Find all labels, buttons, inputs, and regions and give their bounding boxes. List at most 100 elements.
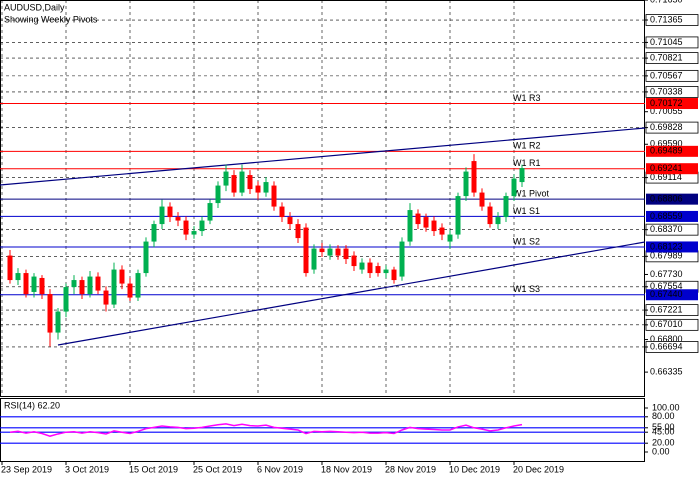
candle-body [439, 227, 445, 235]
candle-body [167, 206, 173, 218]
candle-body [23, 273, 29, 295]
candle-body [191, 231, 197, 235]
y-tick-label: 0.69828 [650, 122, 683, 132]
candle-body [79, 280, 85, 295]
candle-body [407, 210, 413, 242]
y-tick-label: 0.71650 [650, 0, 683, 4]
main-plot: W1 R3 W1 R2 W1 R1 W1 Pivot W1 S1 W1 S2 W1 S3 [0, 0, 645, 395]
trend-line [0, 127, 645, 186]
trend-line [57, 241, 645, 346]
rsi-line [9, 423, 523, 437]
candle-body [271, 185, 277, 207]
candle-body [375, 266, 381, 274]
pivot-price-label: 0.68123 [650, 241, 683, 251]
pivot-price-label: 0.68806 [650, 194, 683, 204]
candle-body [471, 161, 477, 193]
candle-body [55, 311, 61, 333]
candle-body [287, 217, 293, 225]
candle-body [207, 203, 213, 221]
candle-body [255, 185, 261, 193]
pivot-name: W1 R3 [513, 93, 541, 103]
candle-body [503, 196, 509, 218]
x-tick-label: 10 Dec 2019 [449, 464, 500, 474]
candle-body [463, 171, 469, 197]
pivot-price-label: 0.69489 [650, 146, 683, 156]
x-tick-label: 3 Oct 2019 [65, 464, 109, 474]
pivot-price-box [646, 98, 698, 110]
candle-body [519, 168, 525, 183]
y-tick-label: 0.70567 [650, 70, 683, 80]
y-tick-label: 0.69590 [650, 139, 683, 149]
candle-body [247, 175, 253, 190]
rsi-tick-label: 80.00 [652, 411, 675, 421]
candle-body [279, 206, 285, 218]
rsi-plot [0, 416, 645, 444]
rsi-title: RSI(14) 62.20 [4, 400, 60, 410]
rsi-tick-label: 100.00 [652, 402, 680, 412]
candle-body [223, 171, 229, 186]
y-tick-label: 0.70338 [650, 86, 683, 96]
chart-title: AUDUSD,Daily [4, 2, 65, 12]
y-tick-label: 0.66800 [650, 334, 683, 344]
y-tick-label: 0.67730 [650, 269, 683, 279]
candle-body [87, 276, 93, 295]
y-tick-label: 0.67554 [650, 281, 683, 291]
candle-body [239, 171, 245, 193]
candle-body [455, 196, 461, 235]
candle-body [447, 234, 453, 242]
pivot-name: W1 S2 [513, 236, 540, 246]
y-tick-label: 0.71365 [650, 14, 683, 24]
candle-body [495, 217, 501, 225]
candle-body [487, 206, 493, 225]
pivot-price-label: 0.70172 [650, 98, 683, 108]
candle-body [159, 206, 165, 225]
candle-body [431, 220, 437, 232]
candle-body [15, 273, 21, 281]
candle-body [383, 269, 389, 274]
candle-body [319, 248, 325, 253]
y-tick-label: 0.71045 [650, 37, 683, 47]
candle-body [295, 224, 301, 239]
y-tick-label: 0.67221 [650, 304, 683, 314]
candle-body [127, 283, 133, 298]
rsi-tick-label: 0.00 [652, 446, 670, 456]
candle-body [151, 224, 157, 242]
x-tick-label: 18 Nov 2019 [321, 464, 372, 474]
candle-body [95, 276, 101, 291]
y-tick-label: 0.70821 [650, 52, 683, 62]
rsi-panel [0, 398, 645, 462]
pivot-price-box [646, 289, 698, 301]
candle-body [351, 255, 357, 267]
candle-body [343, 248, 349, 260]
y-tick-label: 0.66694 [650, 341, 683, 351]
candle-body [135, 273, 141, 298]
y-tick-label: 0.66335 [650, 366, 683, 376]
candle-body [111, 269, 117, 305]
x-tick-label: 20 Dec 2019 [513, 464, 564, 474]
candle-body [335, 248, 341, 256]
candle-body [359, 262, 365, 270]
y-tick-label: 0.69114 [650, 172, 682, 182]
candle-body [175, 217, 181, 221]
pivot-price-box [646, 163, 698, 175]
candle-body [263, 182, 269, 193]
y-tick-label: 0.67010 [650, 319, 683, 329]
candle-body [399, 241, 405, 277]
pivot-price-label: 0.67440 [650, 289, 683, 299]
candle-body [511, 178, 517, 197]
candle-body [327, 248, 333, 256]
candle-body [367, 262, 373, 274]
pivot-name: W1 Pivot [513, 189, 550, 199]
candle-body [391, 269, 397, 281]
candle-body [31, 276, 37, 292]
pivot-price-box [646, 210, 698, 222]
y-tick-label: 0.68370 [650, 224, 683, 234]
candle-body [183, 220, 189, 235]
pivot-price-box [646, 241, 698, 253]
candle-body [231, 175, 237, 193]
x-tick-label: 23 Sep 2019 [1, 464, 52, 474]
candle-body [215, 185, 221, 204]
y-tick-label: 0.67989 [650, 251, 683, 261]
